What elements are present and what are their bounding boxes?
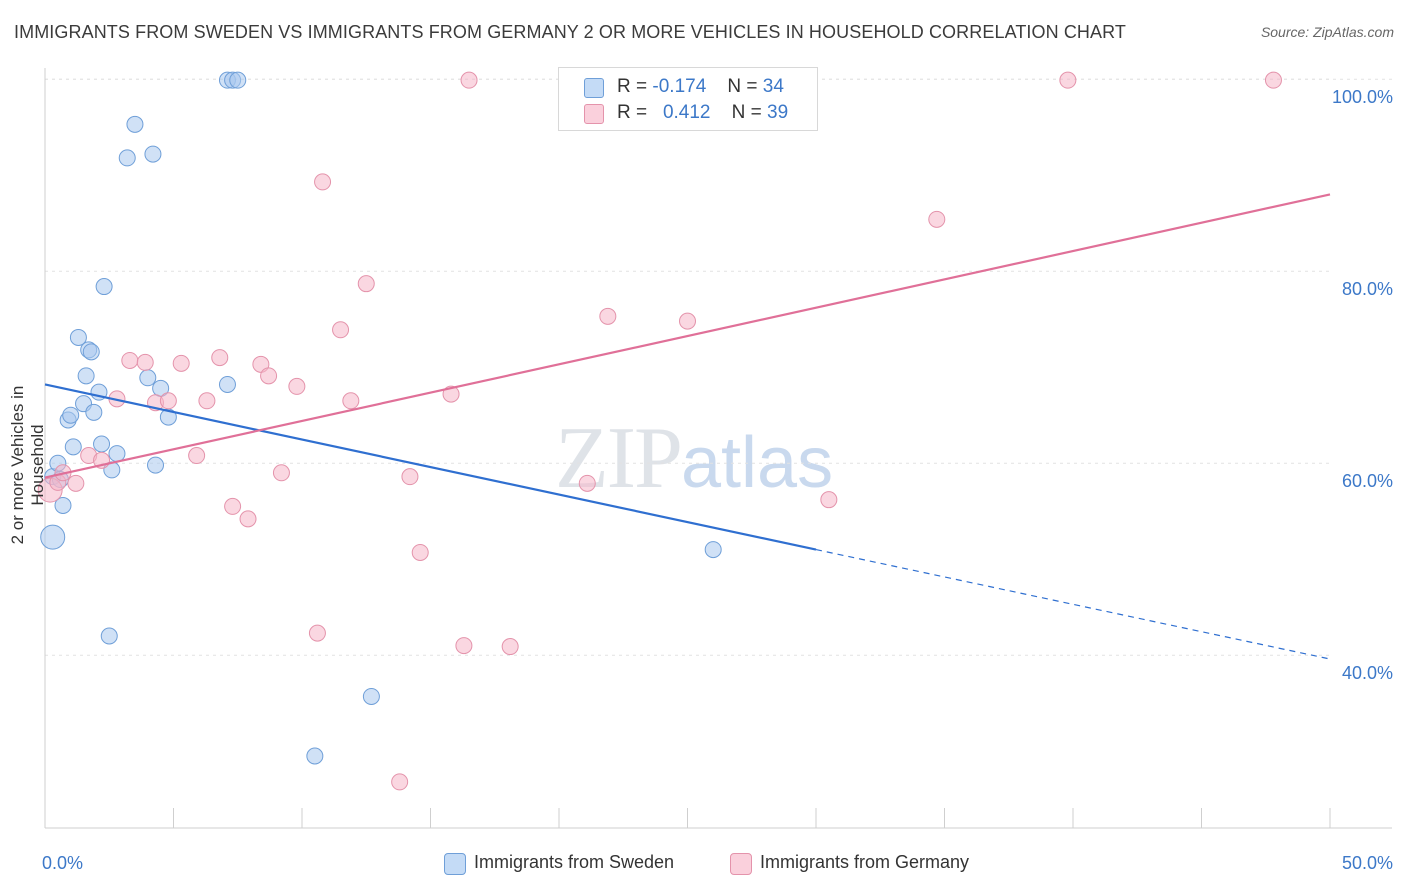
point-sweden bbox=[77, 367, 95, 385]
watermark-atlas: atlas bbox=[681, 423, 834, 503]
trend-line-germany bbox=[44, 193, 1331, 479]
legend-swatch-sweden bbox=[584, 78, 604, 98]
point-sweden bbox=[62, 406, 80, 424]
legend-swatch-sweden-bottom bbox=[444, 853, 466, 875]
point-germany bbox=[67, 474, 85, 492]
legend-stats-germany: R = 0.412 N = 39 bbox=[617, 102, 789, 123]
point-germany bbox=[679, 312, 696, 330]
point-germany bbox=[411, 543, 429, 561]
point-sweden bbox=[126, 115, 144, 133]
legend-label-sweden: Immigrants from Sweden bbox=[474, 852, 675, 872]
point-germany bbox=[121, 351, 139, 369]
point-germany bbox=[391, 773, 409, 791]
point-germany bbox=[159, 392, 177, 410]
point-germany bbox=[1264, 71, 1282, 89]
watermark-zip: ZIP bbox=[555, 410, 683, 507]
point-sweden bbox=[362, 687, 380, 705]
y-tick-label: 80.0% bbox=[1342, 279, 1393, 299]
point-germany bbox=[260, 367, 278, 385]
y-tick-label: 40.0% bbox=[1342, 663, 1393, 683]
point-sweden bbox=[85, 403, 103, 421]
point-germany bbox=[820, 491, 838, 509]
trend-line-sweden-extension bbox=[815, 549, 1331, 660]
point-germany bbox=[211, 349, 229, 367]
point-sweden bbox=[144, 145, 162, 163]
point-germany bbox=[455, 637, 473, 655]
point-sweden bbox=[64, 438, 82, 456]
chart-title: IMMIGRANTS FROM SWEDEN VS IMMIGRANTS FRO… bbox=[14, 22, 1127, 42]
point-germany bbox=[1059, 71, 1077, 89]
point-germany bbox=[172, 354, 190, 372]
point-sweden bbox=[40, 524, 66, 550]
point-germany bbox=[578, 474, 596, 492]
point-germany bbox=[288, 377, 306, 395]
point-germany bbox=[401, 468, 419, 486]
point-germany bbox=[239, 510, 257, 528]
point-germany bbox=[342, 392, 360, 410]
point-sweden bbox=[95, 278, 113, 296]
point-germany bbox=[501, 638, 519, 656]
point-sweden bbox=[69, 328, 87, 346]
legend-swatch-germany-bottom bbox=[730, 853, 752, 875]
legend-stats-sweden: R = -0.174 N = 34 bbox=[617, 76, 784, 97]
point-germany bbox=[188, 447, 206, 465]
y-tick-label: 100.0% bbox=[1332, 87, 1393, 107]
y-axis-label: 2 or more Vehicles in Household bbox=[8, 385, 47, 545]
source-label: Source: ZipAtlas.com bbox=[1260, 24, 1394, 40]
point-sweden bbox=[108, 445, 126, 463]
point-germany bbox=[314, 173, 332, 191]
point-germany bbox=[599, 307, 617, 325]
point-germany bbox=[272, 464, 290, 482]
point-germany bbox=[198, 392, 216, 410]
watermark: ZIPatlas bbox=[555, 408, 833, 509]
x-tick-label: 50.0% bbox=[1342, 853, 1393, 873]
point-sweden bbox=[139, 369, 157, 387]
point-sweden bbox=[118, 149, 136, 167]
correlation-legend: R = -0.174 N = 34 R = 0.412 N = 39 bbox=[558, 67, 818, 131]
point-germany bbox=[357, 275, 375, 293]
point-germany bbox=[136, 353, 154, 371]
point-germany bbox=[308, 624, 326, 642]
y-tick-label: 60.0% bbox=[1342, 471, 1393, 491]
point-sweden bbox=[218, 375, 236, 393]
point-germany bbox=[224, 497, 242, 515]
point-sweden bbox=[229, 71, 247, 89]
point-germany bbox=[460, 71, 478, 89]
legend-label-germany: Immigrants from Germany bbox=[760, 852, 970, 872]
point-sweden bbox=[54, 496, 72, 514]
point-sweden bbox=[93, 435, 111, 453]
point-germany bbox=[332, 321, 350, 339]
point-sweden bbox=[100, 627, 118, 645]
trend-line-sweden bbox=[44, 383, 817, 551]
x-tick-label: 0.0% bbox=[42, 853, 83, 873]
point-sweden bbox=[306, 747, 324, 765]
point-germany bbox=[928, 210, 946, 228]
point-sweden bbox=[147, 456, 165, 474]
point-sweden bbox=[82, 343, 100, 361]
legend-swatch-germany bbox=[584, 104, 604, 124]
point-sweden bbox=[704, 541, 722, 559]
